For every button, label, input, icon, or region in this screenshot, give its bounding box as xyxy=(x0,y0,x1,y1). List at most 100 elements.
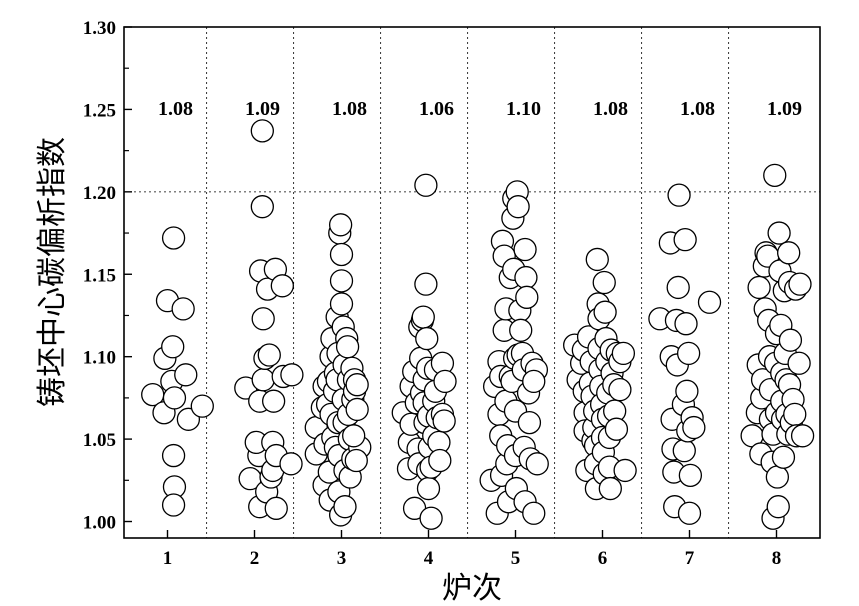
y-tick-label: 1.00 xyxy=(83,513,116,534)
x-tick-label: 8 xyxy=(772,548,782,569)
y-axis-title: 铸坯中心碳偏析指数 xyxy=(35,137,70,407)
data-point-heat-4 xyxy=(415,326,439,351)
data-point-heat-1 xyxy=(190,394,214,418)
data-point-heat-5 xyxy=(517,410,542,435)
gridlines xyxy=(124,27,820,538)
data-point-heat-4 xyxy=(428,448,452,473)
annotations: 1.08 1.09 1.08 1.06 1.10 1.08 1.08 1.09 xyxy=(158,98,802,120)
plot-frame xyxy=(123,26,821,539)
data-point-heat-1 xyxy=(162,386,187,410)
data-point-heat-1 xyxy=(174,363,198,387)
x-tick-label: 5 xyxy=(511,548,521,569)
axis-tick-labels: 1.00 1.05 1.10 1.15 1.20 1.25 1.30 1 2 3 4 5 6 7 8 xyxy=(83,18,782,569)
y-tick-label: 1.20 xyxy=(83,183,116,204)
data-point-heat-5 xyxy=(509,318,533,342)
data-point-heat-7 xyxy=(697,290,722,314)
data-point-heat-3 xyxy=(333,495,357,519)
mean-annotation: 1.09 xyxy=(245,98,280,120)
data-point-heat-6 xyxy=(611,341,636,366)
data-point-heat-2 xyxy=(261,389,286,413)
data-point-heat-4 xyxy=(416,476,441,501)
data-point-heat-2 xyxy=(250,119,274,143)
data-point-heat-4 xyxy=(433,369,457,394)
data-point-heat-7 xyxy=(666,275,690,300)
x-axis-title: 炉次 xyxy=(442,571,502,606)
data-point-heat-6 xyxy=(613,458,637,483)
data-point-heat-4 xyxy=(414,272,438,296)
data-point-heat-7 xyxy=(674,312,698,336)
data-point-heat-2 xyxy=(250,195,274,219)
data-point-heat-1 xyxy=(161,443,186,468)
data-point-heat-7 xyxy=(672,438,696,463)
data-point-heat-5 xyxy=(522,369,546,394)
x-tick-label: 3 xyxy=(337,548,347,569)
data-point-heat-7 xyxy=(675,379,699,403)
data-point-heat-6 xyxy=(598,476,622,501)
data-point-heat-5 xyxy=(513,237,537,262)
x-tick-label: 7 xyxy=(685,548,695,569)
data-point-heat-4 xyxy=(432,409,456,433)
data-point-heat-8 xyxy=(777,241,801,265)
data-point-heat-3 xyxy=(329,292,354,316)
data-point-heat-8 xyxy=(787,351,811,375)
data-point-heat-1 xyxy=(161,335,185,359)
data-point-heat-6 xyxy=(604,417,629,441)
data-point-heat-5 xyxy=(515,285,539,309)
data-point-heat-4 xyxy=(411,305,435,329)
data-point-heat-6 xyxy=(585,247,609,272)
mean-annotation: 1.10 xyxy=(506,98,541,120)
data-point-heat-4 xyxy=(419,506,443,530)
data-point-heat-8 xyxy=(767,221,791,245)
mean-annotation: 1.09 xyxy=(767,98,802,120)
mean-annotation: 1.08 xyxy=(332,98,367,120)
data-point-heat-5 xyxy=(514,265,538,290)
data-point-heat-8 xyxy=(790,424,815,448)
data-point-heat-3 xyxy=(342,424,366,448)
data-point-heat-2 xyxy=(251,368,275,392)
data-point-heat-2 xyxy=(280,363,304,387)
data-point-heat-2 xyxy=(270,274,294,298)
y-tick-label: 1.10 xyxy=(83,348,116,369)
data-point-heat-3 xyxy=(329,242,354,267)
data-point-heat-7 xyxy=(678,463,703,488)
data-point-heat-2 xyxy=(279,452,303,476)
data-point-heat-7 xyxy=(673,227,697,252)
data-point-heat-5 xyxy=(506,195,530,219)
data-point-heat-3 xyxy=(344,448,368,473)
data-point-heat-6 xyxy=(608,377,632,402)
mean-annotation: 1.08 xyxy=(158,98,193,120)
data-point-heat-7 xyxy=(682,415,706,440)
data-point-heat-8 xyxy=(783,402,807,427)
data-point-heat-8 xyxy=(788,272,812,296)
data-point-heat-6 xyxy=(593,300,617,324)
data-point-heat-8 xyxy=(763,163,787,188)
data-point-heat-7 xyxy=(667,183,691,207)
mean-annotation: 1.06 xyxy=(419,98,454,120)
data-point-heat-5 xyxy=(525,452,549,476)
data-point-heat-8 xyxy=(765,465,790,489)
data-point-heat-3 xyxy=(345,397,369,422)
data-point-heat-2 xyxy=(264,496,288,520)
axis-ticks xyxy=(124,26,778,538)
data-points xyxy=(141,119,815,530)
data-point-heat-7 xyxy=(677,501,702,525)
data-point-heat-2 xyxy=(251,307,275,331)
data-point-heat-1 xyxy=(161,226,186,250)
data-point-heat-1 xyxy=(161,493,186,517)
mean-annotation: 1.08 xyxy=(680,98,715,120)
mean-annotation: 1.08 xyxy=(593,98,628,120)
data-point-heat-3 xyxy=(345,373,369,397)
y-tick-label: 1.30 xyxy=(83,18,116,39)
data-point-heat-8 xyxy=(766,495,790,519)
x-tick-label: 4 xyxy=(424,548,434,569)
y-tick-label: 1.15 xyxy=(83,265,116,286)
data-point-heat-4 xyxy=(414,173,438,197)
data-point-heat-3 xyxy=(335,335,360,359)
x-tick-label: 1 xyxy=(163,548,173,569)
y-tick-label: 1.05 xyxy=(83,430,116,451)
data-point-heat-2 xyxy=(257,343,281,367)
data-point-heat-3 xyxy=(328,213,353,237)
data-point-heat-8 xyxy=(771,445,796,469)
x-tick-label: 2 xyxy=(250,548,260,569)
